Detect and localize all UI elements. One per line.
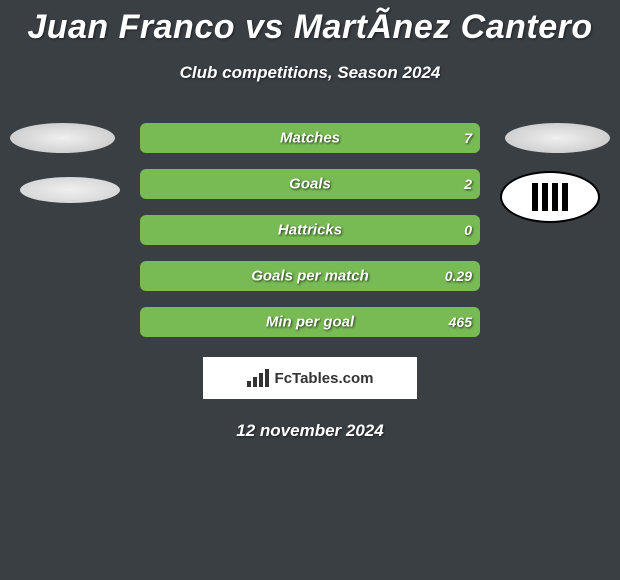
watermark-text: FcTables.com <box>275 370 374 387</box>
comparison-area: Matches 7 Goals 2 Hattricks 0 Goals per … <box>0 123 620 337</box>
stat-bar-hattricks: Hattricks 0 <box>140 215 480 245</box>
team-logo-left-1 <box>10 123 115 153</box>
team-logo-right-1 <box>505 123 610 153</box>
date-text: 12 november 2024 <box>0 421 620 441</box>
stat-value-right: 465 <box>449 314 472 330</box>
stat-bar-matches: Matches 7 <box>140 123 480 153</box>
stat-bar-goals-per-match: Goals per match 0.29 <box>140 261 480 291</box>
club-libertad-badge-icon <box>500 171 600 223</box>
stat-label: Matches <box>280 130 340 147</box>
stat-bar-goals: Goals 2 <box>140 169 480 199</box>
stat-label: Goals per match <box>251 268 369 285</box>
watermark: FcTables.com <box>203 357 417 399</box>
stat-value-right: 0 <box>464 222 472 238</box>
stat-label: Min per goal <box>266 314 354 331</box>
stat-bar-min-per-goal: Min per goal 465 <box>140 307 480 337</box>
page-title: Juan Franco vs MartÃ­nez Cantero <box>0 0 620 47</box>
stat-bars: Matches 7 Goals 2 Hattricks 0 Goals per … <box>140 123 480 337</box>
stat-label: Hattricks <box>278 222 342 239</box>
stat-value-right: 0.29 <box>445 268 472 284</box>
bars-icon <box>247 369 269 387</box>
stat-label: Goals <box>289 176 331 193</box>
stat-value-right: 2 <box>464 176 472 192</box>
stat-value-right: 7 <box>464 130 472 146</box>
subtitle: Club competitions, Season 2024 <box>0 63 620 83</box>
team-logo-left-2 <box>20 177 120 203</box>
